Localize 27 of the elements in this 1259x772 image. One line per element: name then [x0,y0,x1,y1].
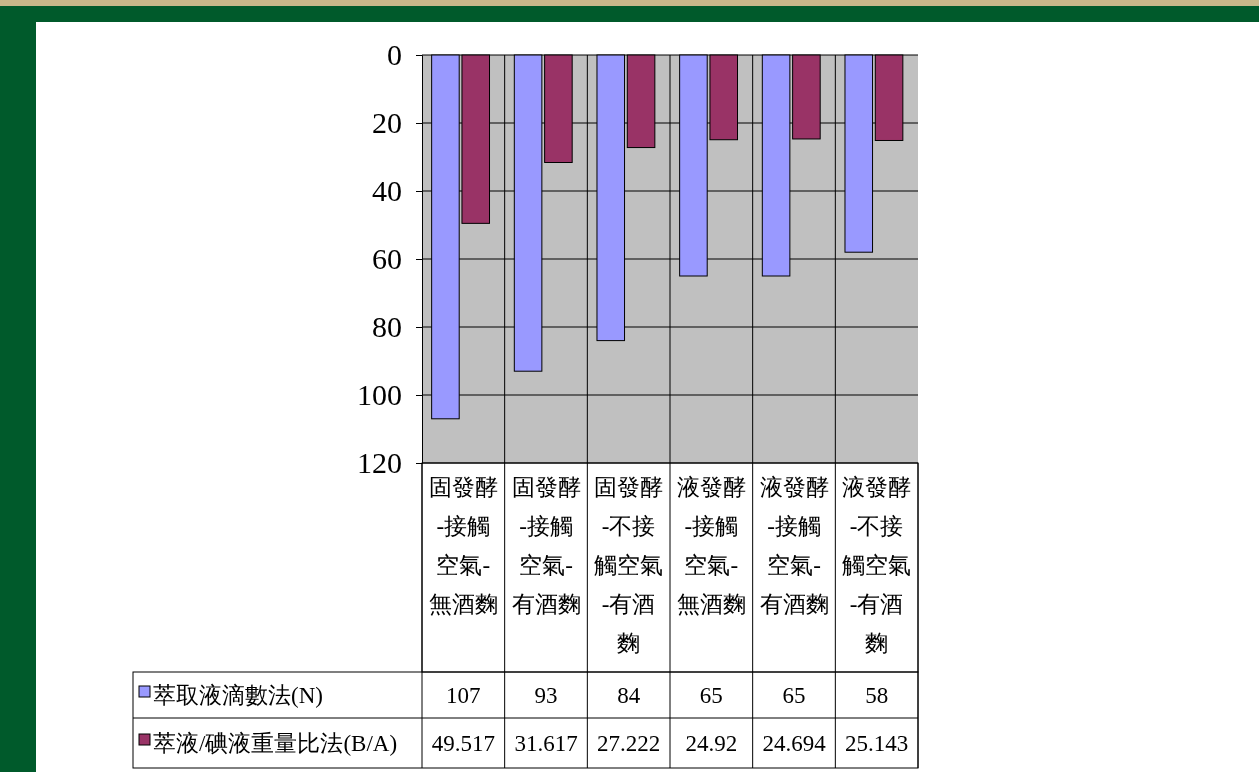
data-label: 65 [699,683,723,708]
data-label: 25.143 [845,731,909,756]
y-tick-label: 0 [387,38,402,72]
data-label: 107 [446,683,481,708]
data-label: 27.222 [597,731,661,756]
data-label: 24.92 [685,731,738,756]
data-label: 24.694 [762,731,827,756]
legend-label: 萃液/碘液重量比法(B/A) [153,731,398,756]
data-label: 31.617 [514,731,578,756]
y-tick-label: 60 [372,242,402,276]
y-tick-label: 20 [372,106,402,140]
data-label: 65 [782,683,806,708]
y-tick-label: 100 [357,378,402,412]
y-tick-label: 120 [357,446,402,480]
x-tick-label: 液發酵-接觸空氣-有酒麴 [759,475,829,617]
data-label: 93 [534,683,558,708]
x-tick-label: 液發酵-不接觸空氣-有酒麴 [842,475,912,656]
x-tick-label: 固發酵-接觸空氣-有酒麴 [511,475,581,617]
y-tick-label: 40 [372,174,402,208]
x-tick-label: 固發酵-不接觸空氣-有酒麴 [594,475,664,656]
y-tick-label: 80 [372,310,402,344]
data-label: 49.517 [431,731,495,756]
x-tick-label: 液發酵-接觸空氣-無酒麴 [676,475,746,617]
data-label: 84 [617,683,641,708]
legend-label: 萃取液滴數法(N) [153,683,323,708]
data-label: 58 [865,683,889,708]
x-tick-label: 固發酵-接觸空氣-無酒麴 [428,475,498,617]
